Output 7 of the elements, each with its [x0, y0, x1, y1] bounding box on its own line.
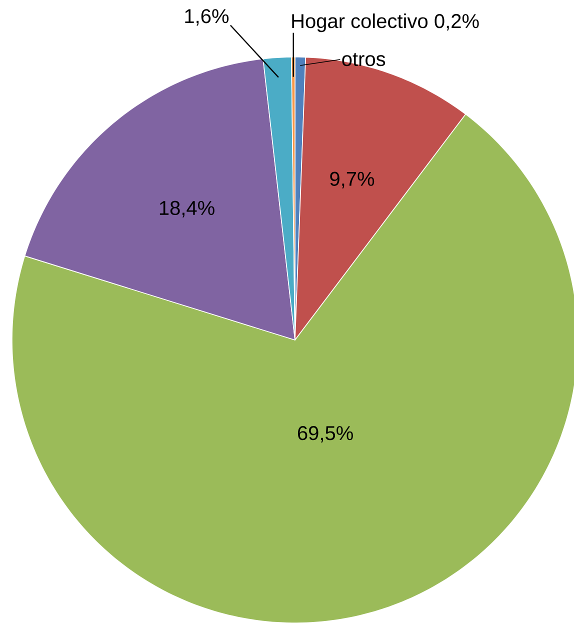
data-label: 9,7%: [330, 172, 374, 188]
data-label: 1,6%: [185, 9, 229, 26]
slice-label: Hogar colectivo: [292, 13, 428, 32]
data-label: 69,5%: [298, 426, 353, 443]
slice-label: otros: [342, 52, 386, 66]
data-label: 0,2%: [434, 14, 479, 31]
data-label: 18,4%: [160, 200, 214, 218]
